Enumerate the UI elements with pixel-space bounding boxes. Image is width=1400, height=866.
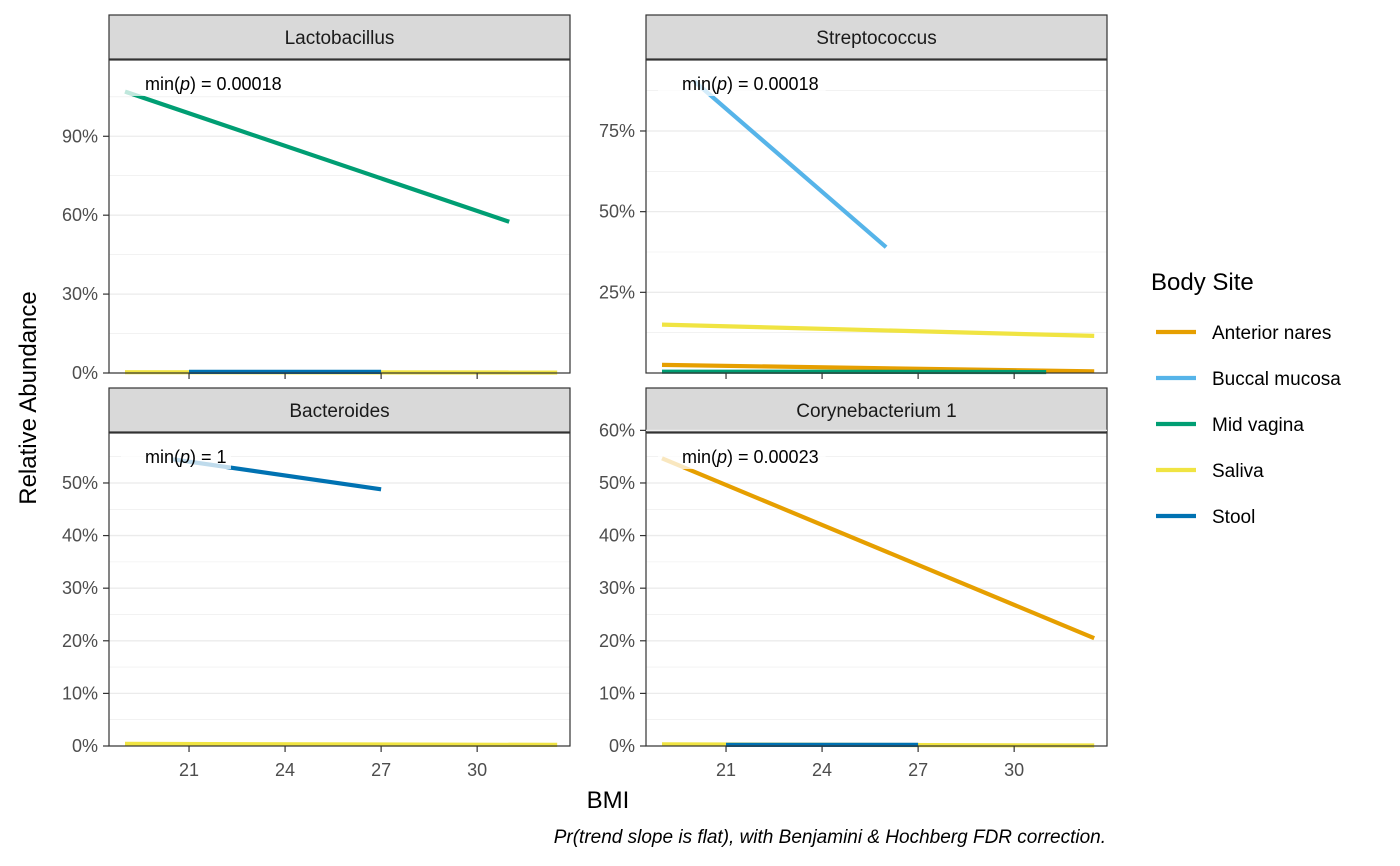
y-tick-label: 90% bbox=[62, 126, 98, 146]
strip-label: Streptococcus bbox=[816, 28, 936, 49]
strip-label: Lactobacillus bbox=[285, 28, 395, 49]
x-tick-label: 30 bbox=[1004, 760, 1024, 780]
annotation-text: min(p) = 0.00018 bbox=[145, 74, 282, 94]
legend-item-buccal-mucosa: Buccal mucosa bbox=[1156, 369, 1341, 390]
legend-items: Anterior nares Buccal mucosa Mid vagina Sal… bbox=[1156, 323, 1341, 528]
annotation-background bbox=[658, 443, 826, 469]
panel-bacteroides: Bacteroides min(p) = 1 0% 10% 20% 30% 40% 50% 21… bbox=[62, 387, 571, 780]
y-tick-label: 0% bbox=[72, 363, 98, 383]
legend-label: Stool bbox=[1212, 507, 1255, 528]
strip-background bbox=[645, 387, 1108, 433]
y-tick-label: 50% bbox=[599, 202, 635, 222]
annotation-prefix: min( bbox=[145, 447, 180, 467]
series-line-mid-vagina bbox=[124, 89, 510, 224]
y-tick-label: 10% bbox=[599, 683, 635, 703]
y-tick-label: 60% bbox=[62, 205, 98, 225]
legend-label: Saliva bbox=[1212, 461, 1264, 482]
x-tick-label: 27 bbox=[908, 760, 928, 780]
x-tick-label: 30 bbox=[467, 760, 487, 780]
y-tick-label: 40% bbox=[599, 526, 635, 546]
annotation-prefix: min( bbox=[682, 74, 717, 94]
y-tick-label: 20% bbox=[599, 631, 635, 651]
y-tick-label: 30% bbox=[62, 284, 98, 304]
annotation-p: p bbox=[716, 447, 727, 467]
series-line-buccal-mucosa bbox=[692, 79, 888, 249]
series-line-saliva bbox=[124, 741, 558, 748]
y-tick-label: 60% bbox=[599, 420, 635, 440]
legend-label: Buccal mucosa bbox=[1212, 369, 1341, 390]
annotation-p: p bbox=[179, 447, 190, 467]
y-axis-title: Relative Abundance bbox=[15, 291, 42, 505]
annotation-suffix: ) = 0.00018 bbox=[190, 74, 282, 94]
x-axis-title: BMI bbox=[587, 787, 630, 814]
y-tick-label: 30% bbox=[62, 578, 98, 598]
y-tick-label: 20% bbox=[62, 631, 98, 651]
legend-item-anterior-nares: Anterior nares bbox=[1156, 323, 1331, 344]
strip-background bbox=[108, 14, 571, 60]
series-line-anterior-nares bbox=[661, 456, 1096, 641]
y-tick-label: 10% bbox=[62, 683, 98, 703]
panel-background bbox=[646, 60, 1107, 373]
annotation-background bbox=[658, 70, 826, 96]
strip-label: Bacteroides bbox=[289, 401, 389, 422]
x-tick-label: 24 bbox=[812, 760, 832, 780]
y-tick-label: 0% bbox=[609, 736, 635, 756]
panel-background bbox=[109, 60, 570, 373]
annotation-suffix: ) = 0.00018 bbox=[727, 74, 819, 94]
y-tick-label: 50% bbox=[599, 473, 635, 493]
annotation-prefix: min( bbox=[682, 447, 717, 467]
annotation-text: min(p) = 1 bbox=[145, 447, 227, 467]
annotation-suffix: ) = 0.00023 bbox=[727, 447, 819, 467]
y-tick-label: 40% bbox=[62, 526, 98, 546]
panel-background bbox=[109, 433, 570, 746]
y-tick-label: 0% bbox=[72, 736, 98, 756]
legend-label: Mid vagina bbox=[1212, 415, 1304, 436]
y-tick-label: 30% bbox=[599, 578, 635, 598]
annotation-suffix: ) = 1 bbox=[190, 447, 227, 467]
strip-background bbox=[108, 387, 571, 433]
legend-label: Anterior nares bbox=[1212, 323, 1331, 344]
panel-corynebacterium-1: Corynebacterium 1 min(p) = 0.00023 0% 10% 20… bbox=[599, 387, 1108, 780]
x-tick-label: 27 bbox=[371, 760, 391, 780]
annotation-background bbox=[121, 70, 289, 96]
legend-item-stool: Stool bbox=[1156, 507, 1255, 528]
x-tick-label: 21 bbox=[716, 760, 736, 780]
panel-lactobacillus: Lactobacillus min(p) = 0.00018 0% 30% 60% 90% bbox=[62, 14, 571, 383]
y-tick-label: 50% bbox=[62, 473, 98, 493]
y-tick-label: 75% bbox=[599, 121, 635, 141]
strip-background bbox=[645, 14, 1108, 60]
annotation-p: p bbox=[179, 74, 190, 94]
legend: Body Site Anterior nares Buccal mucosa Mid… bbox=[1151, 269, 1341, 528]
legend-title: Body Site bbox=[1151, 269, 1254, 296]
panel-border bbox=[645, 432, 1108, 747]
annotation-text: min(p) = 0.00018 bbox=[682, 74, 819, 94]
y-tick-label: 25% bbox=[599, 282, 635, 302]
legend-item-mid-vagina: Mid vagina bbox=[1156, 415, 1304, 436]
panel-border bbox=[108, 59, 571, 374]
annotation-background bbox=[121, 443, 231, 469]
legend-item-saliva: Saliva bbox=[1156, 461, 1264, 482]
panel-streptococcus: Streptococcus min(p) = 0.00018 25% 50% 75% bbox=[599, 14, 1108, 379]
chart-caption: Pr(trend slope is flat), with Benjamini … bbox=[554, 827, 1106, 848]
panel-border bbox=[108, 432, 571, 747]
annotation-text: min(p) = 0.00023 bbox=[682, 447, 819, 467]
annotation-p: p bbox=[716, 74, 727, 94]
panel-border bbox=[645, 59, 1108, 374]
annotation-prefix: min( bbox=[145, 74, 180, 94]
strip-label: Corynebacterium 1 bbox=[796, 401, 957, 422]
series-line-saliva bbox=[661, 322, 1095, 338]
x-tick-label: 21 bbox=[179, 760, 199, 780]
x-tick-label: 24 bbox=[275, 760, 295, 780]
